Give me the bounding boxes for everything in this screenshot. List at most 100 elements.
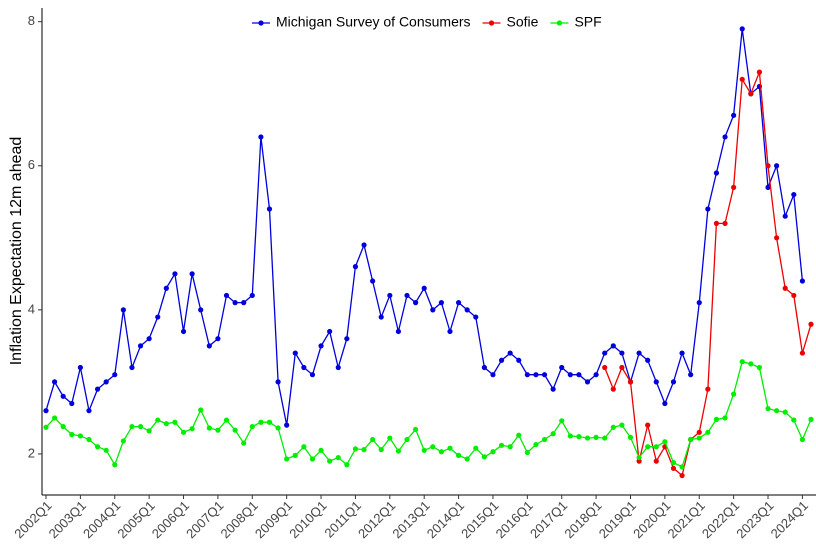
data-point — [791, 292, 797, 299]
data-point — [576, 434, 582, 440]
y-tick-label: 2 — [28, 445, 35, 460]
data-point — [86, 408, 92, 414]
data-point — [189, 426, 195, 432]
data-point — [756, 364, 763, 371]
data-point — [163, 421, 169, 427]
data-point — [696, 300, 702, 306]
data-point — [241, 300, 247, 306]
data-point — [774, 163, 780, 169]
data-point — [584, 379, 591, 385]
x-tick-label: 2016Q1 — [493, 498, 536, 541]
data-point — [765, 405, 771, 412]
data-point — [421, 447, 427, 453]
data-point — [490, 449, 496, 455]
data-point — [567, 433, 573, 439]
data-point — [327, 458, 333, 464]
data-point — [77, 433, 83, 439]
data-point — [610, 424, 616, 430]
data-point — [593, 372, 599, 378]
data-point — [215, 336, 221, 342]
data-point — [516, 357, 522, 363]
data-point — [198, 407, 204, 413]
data-point — [610, 386, 616, 392]
data-point — [645, 444, 651, 450]
data-point — [335, 364, 341, 371]
data-point — [619, 364, 625, 371]
data-point — [705, 386, 711, 392]
data-point — [481, 364, 487, 371]
data-point — [688, 372, 694, 378]
data-point — [112, 462, 118, 468]
data-point — [232, 427, 238, 433]
x-tick-label: 2022Q1 — [699, 498, 742, 541]
data-point — [464, 307, 470, 313]
data-point — [731, 184, 737, 190]
x-tick-label: 2018Q1 — [561, 498, 604, 541]
data-point — [662, 439, 668, 445]
x-tick-label: 2019Q1 — [596, 498, 639, 541]
data-point — [137, 343, 144, 349]
data-point — [533, 441, 539, 448]
legend-label: SPF — [574, 14, 601, 30]
data-point — [498, 442, 505, 448]
data-point — [774, 235, 780, 241]
data-point — [301, 444, 307, 450]
data-point — [137, 423, 144, 430]
data-point — [576, 372, 582, 378]
data-point — [619, 422, 625, 428]
data-point — [292, 350, 298, 356]
data-point — [395, 328, 402, 335]
data-point — [86, 436, 92, 443]
data-point — [413, 300, 419, 306]
data-point — [653, 444, 659, 450]
data-point — [223, 417, 230, 423]
data-point — [103, 447, 109, 453]
data-point — [636, 350, 642, 356]
data-point — [318, 447, 324, 453]
data-point — [361, 447, 367, 453]
data-point — [481, 454, 487, 460]
x-tick-label: 2002Q1 — [11, 498, 54, 541]
data-point — [120, 438, 126, 444]
data-point — [619, 350, 625, 356]
data-point — [275, 379, 281, 385]
data-point — [731, 391, 737, 397]
data-point — [69, 400, 75, 407]
data-point — [739, 26, 745, 32]
data-point — [541, 372, 548, 378]
data-point — [103, 379, 109, 385]
data-point — [155, 314, 161, 320]
data-point — [516, 432, 522, 438]
data-point — [438, 449, 444, 455]
x-tick-label: 2021Q1 — [664, 498, 707, 541]
data-point — [808, 416, 814, 422]
data-point — [413, 426, 419, 433]
data-point — [395, 448, 402, 454]
data-point — [301, 364, 307, 371]
data-point — [387, 435, 393, 441]
data-point — [129, 423, 135, 430]
data-point — [292, 452, 298, 458]
data-point — [309, 372, 316, 378]
data-point — [541, 436, 548, 443]
data-point — [567, 372, 573, 378]
data-point — [155, 417, 161, 423]
legend-label: Michigan Survey of Consumers — [276, 14, 471, 30]
data-point — [507, 350, 513, 356]
data-point — [782, 409, 788, 415]
data-point — [705, 206, 711, 212]
data-point — [455, 300, 462, 306]
data-point — [473, 314, 479, 320]
data-point — [266, 419, 273, 425]
data-point — [524, 372, 530, 378]
data-point — [180, 328, 187, 335]
data-point — [748, 91, 754, 97]
data-point — [696, 435, 702, 441]
data-point — [335, 454, 341, 461]
data-point — [645, 422, 651, 428]
x-tick-label: 2012Q1 — [355, 498, 398, 541]
data-point — [430, 307, 436, 313]
data-point — [51, 379, 58, 385]
legend-dot — [556, 20, 563, 26]
data-point — [670, 459, 677, 466]
